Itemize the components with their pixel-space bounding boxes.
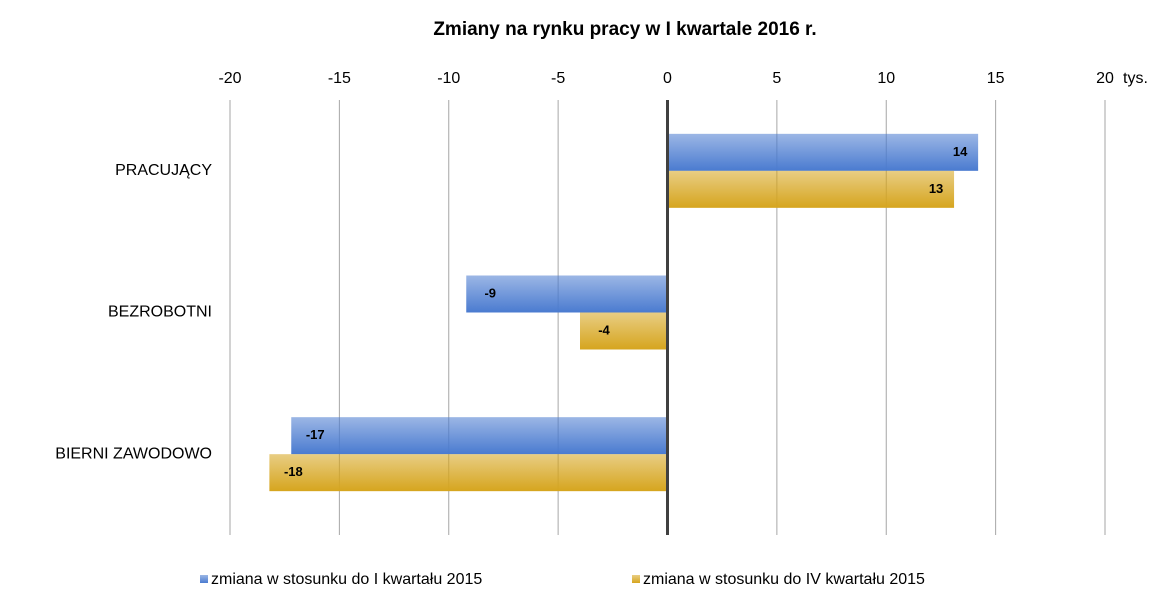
x-tick-label: -15 [328, 70, 351, 87]
bar [269, 454, 668, 492]
x-unit: tys. [1123, 70, 1148, 87]
x-tick-label: -5 [551, 70, 565, 87]
y-tick-label: BIERNI ZAWODOWO [55, 445, 212, 462]
bar [466, 275, 668, 313]
legend-label: zmiana w stosunku do I kwartału 2015 [211, 571, 482, 588]
legend-swatch [200, 575, 208, 583]
bar [667, 170, 955, 208]
x-tick-label: 5 [772, 70, 781, 87]
data-label: -17 [306, 427, 325, 442]
x-tick-label: 20 [1096, 70, 1114, 87]
x-tick-label: 10 [877, 70, 895, 87]
data-label: 14 [953, 144, 968, 159]
x-tick-label: -20 [218, 70, 241, 87]
data-label: -9 [484, 285, 496, 300]
x-tick-label: 0 [663, 70, 672, 87]
data-label: 13 [929, 181, 943, 196]
legend-label: zmiana w stosunku do IV kwartału 2015 [643, 571, 925, 588]
data-label: -18 [284, 464, 303, 479]
x-tick-label: 15 [987, 70, 1005, 87]
legend-swatch [632, 575, 640, 583]
chart-title: Zmiany na rynku pracy w I kwartale 2016 … [433, 19, 816, 40]
data-label: -4 [598, 322, 610, 337]
y-tick-label: BEZROBOTNI [108, 304, 212, 321]
bar [291, 417, 668, 455]
bar [667, 133, 979, 171]
y-tick-label: PRACUJĄCY [115, 162, 212, 179]
bar [580, 312, 668, 350]
x-tick-label: -10 [437, 70, 460, 87]
